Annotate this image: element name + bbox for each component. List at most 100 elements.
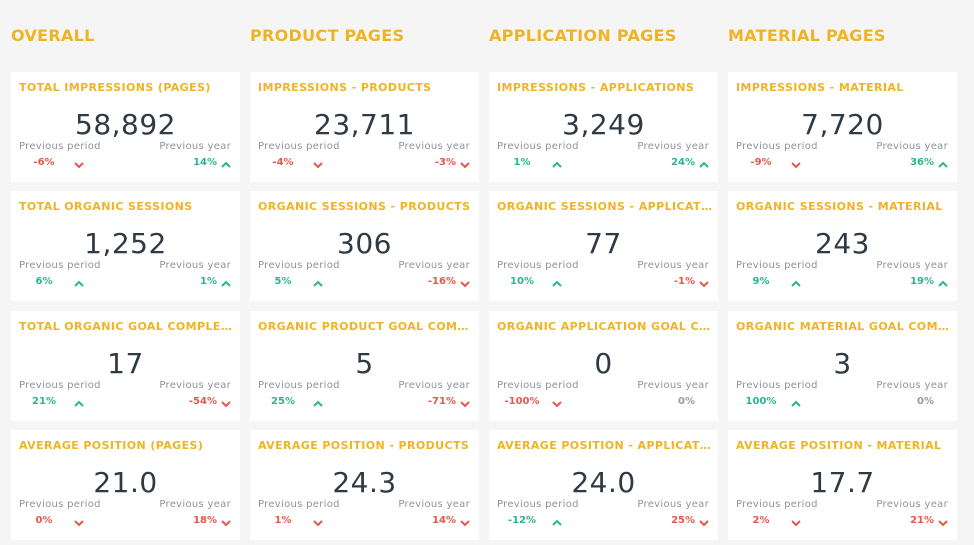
chevron-up-icon — [937, 156, 949, 168]
metric-value: 24.3 — [332, 466, 397, 499]
chevron-up-icon — [312, 275, 324, 287]
chevron-down-icon — [73, 514, 85, 527]
previous-period-label: Previous period — [736, 380, 818, 391]
chevron-up-icon — [551, 156, 563, 168]
chevron-down-icon — [220, 395, 232, 408]
metric-value: 24.0 — [571, 466, 636, 499]
metric-card[interactable]: IMPRESSIONS - APPLICATIONS 3,249 Previou… — [489, 72, 718, 182]
previous-period-change: 2% — [752, 515, 770, 526]
chevron-down-icon — [220, 514, 232, 527]
chevron-down-icon — [698, 275, 710, 288]
metric-value: 1,252 — [84, 227, 167, 260]
previous-year-change: 19% — [910, 276, 934, 287]
previous-year-change: 21% — [910, 515, 934, 526]
previous-year-change: 24% — [671, 157, 695, 168]
metric-title: AVERAGE POSITION - PRODUCTS — [258, 439, 470, 452]
metric-value: 21.0 — [93, 466, 158, 499]
previous-year-change: 14% — [193, 157, 217, 168]
previous-period-change: 100% — [745, 396, 777, 407]
chevron-down-icon — [937, 514, 949, 527]
previous-year-label: Previous year — [159, 141, 231, 152]
metric-title: ORGANIC PRODUCT GOAL COMPL... — [258, 320, 473, 333]
previous-year-label: Previous year — [398, 499, 470, 510]
previous-period-label: Previous period — [497, 141, 579, 152]
chevron-down-icon — [459, 514, 471, 527]
previous-period-change: 5% — [274, 276, 292, 287]
previous-year-label: Previous year — [398, 260, 470, 271]
chevron-down-icon — [459, 395, 471, 408]
metric-card[interactable]: AVERAGE POSITION - MATERIAL 17.7 Previou… — [728, 430, 957, 540]
metric-value: 23,711 — [314, 108, 415, 141]
chevron-down-icon — [312, 156, 324, 169]
previous-year-change: -1% — [673, 276, 695, 287]
previous-year-label: Previous year — [637, 499, 709, 510]
previous-year-change: -54% — [188, 396, 217, 407]
previous-period-label: Previous period — [19, 141, 101, 152]
previous-period-change: -9% — [750, 157, 772, 168]
chevron-up-icon — [73, 275, 85, 287]
previous-year-label: Previous year — [637, 380, 709, 391]
chevron-up-icon — [220, 275, 232, 287]
metric-card[interactable]: TOTAL ORGANIC GOAL COMPLETI... 17 Previo… — [11, 311, 240, 421]
chevron-up-icon — [551, 514, 563, 526]
previous-period-change: 1% — [274, 515, 292, 526]
metric-value: 306 — [337, 227, 392, 260]
metric-card[interactable]: ORGANIC SESSIONS - APPLICATI... 77 Previ… — [489, 191, 718, 301]
metric-title: ORGANIC APPLICATION GOAL CO... — [497, 320, 712, 333]
metric-card[interactable]: ORGANIC APPLICATION GOAL CO... 0 Previou… — [489, 311, 718, 421]
chevron-up-icon — [220, 156, 232, 168]
chevron-down-icon — [698, 514, 710, 527]
previous-year-change: -71% — [427, 396, 456, 407]
previous-year-change: 0% — [917, 396, 934, 407]
metric-card[interactable]: AVERAGE POSITION - APPLICATI... 24.0 Pre… — [489, 430, 718, 540]
metric-card[interactable]: TOTAL IMPRESSIONS (PAGES) 58,892 Previou… — [11, 72, 240, 182]
metric-card[interactable]: AVERAGE POSITION (PAGES) 21.0 Previous p… — [11, 430, 240, 540]
previous-period-change: 25% — [271, 396, 295, 407]
previous-year-label: Previous year — [637, 260, 709, 271]
previous-year-label: Previous year — [398, 380, 470, 391]
previous-period-label: Previous period — [736, 499, 818, 510]
previous-period-change: -12% — [507, 515, 537, 526]
previous-year-label: Previous year — [159, 260, 231, 271]
chevron-down-icon — [551, 395, 563, 408]
previous-period-label: Previous period — [736, 260, 818, 271]
metric-card[interactable]: TOTAL ORGANIC SESSIONS 1,252 Previous pe… — [11, 191, 240, 301]
metric-value: 17 — [107, 347, 144, 380]
metric-card[interactable]: IMPRESSIONS - MATERIAL 7,720 Previous pe… — [728, 72, 957, 182]
previous-period-change: -6% — [33, 157, 55, 168]
metric-title: TOTAL ORGANIC GOAL COMPLETI... — [19, 320, 234, 333]
chevron-down-icon — [459, 156, 471, 169]
metric-card[interactable]: ORGANIC SESSIONS - MATERIAL 243 Previous… — [728, 191, 957, 301]
metric-value: 3 — [833, 347, 852, 380]
metric-card[interactable]: ORGANIC SESSIONS - PRODUCTS 306 Previous… — [250, 191, 479, 301]
previous-period-label: Previous period — [497, 260, 579, 271]
previous-period-label: Previous period — [19, 499, 101, 510]
previous-year-change: 36% — [910, 157, 934, 168]
metric-value: 17.7 — [810, 466, 875, 499]
metric-title: ORGANIC SESSIONS - PRODUCTS — [258, 200, 471, 213]
previous-year-label: Previous year — [876, 260, 948, 271]
chevron-down-icon — [790, 514, 802, 527]
metric-card[interactable]: IMPRESSIONS - PRODUCTS 23,711 Previous p… — [250, 72, 479, 182]
metric-title: ORGANIC SESSIONS - APPLICATI... — [497, 200, 712, 213]
previous-period-label: Previous period — [19, 380, 101, 391]
previous-period-label: Previous period — [258, 141, 340, 152]
previous-year-label: Previous year — [398, 141, 470, 152]
previous-year-change: 18% — [193, 515, 217, 526]
previous-year-label: Previous year — [637, 141, 709, 152]
section-title: APPLICATION PAGES — [489, 26, 677, 45]
previous-period-label: Previous period — [736, 141, 818, 152]
metric-card[interactable]: ORGANIC PRODUCT GOAL COMPL... 5 Previous… — [250, 311, 479, 421]
chevron-down-icon — [459, 275, 471, 288]
chevron-up-icon — [937, 275, 949, 287]
metric-card[interactable]: AVERAGE POSITION - PRODUCTS 24.3 Previou… — [250, 430, 479, 540]
chevron-up-icon — [551, 275, 563, 287]
metric-card[interactable]: ORGANIC MATERIAL GOAL COMP... 3 Previous… — [728, 311, 957, 421]
previous-year-label: Previous year — [876, 499, 948, 510]
previous-year-change: 0% — [678, 396, 695, 407]
previous-year-label: Previous year — [159, 499, 231, 510]
previous-period-label: Previous period — [497, 380, 579, 391]
previous-period-label: Previous period — [497, 499, 579, 510]
metric-title: ORGANIC SESSIONS - MATERIAL — [736, 200, 943, 213]
previous-period-change: -4% — [272, 157, 294, 168]
